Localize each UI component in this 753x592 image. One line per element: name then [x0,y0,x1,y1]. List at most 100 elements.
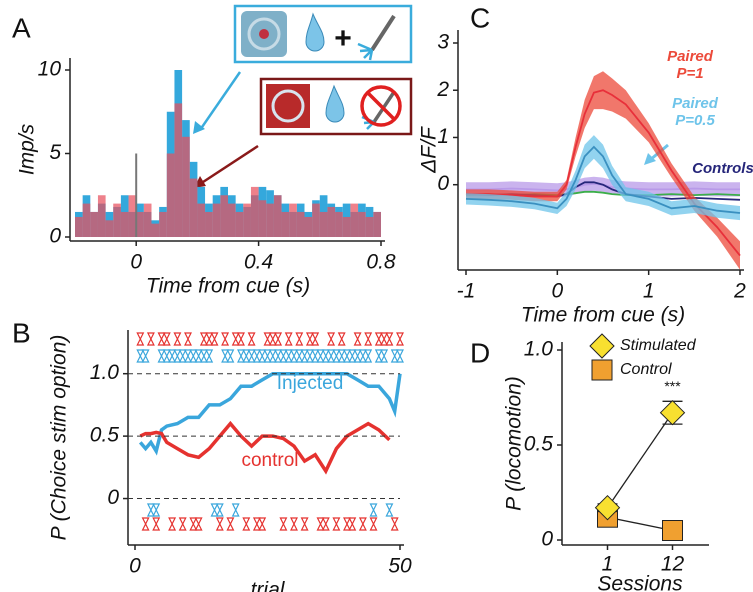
raster-mark [252,517,261,531]
raster-mark [316,349,325,363]
bar [113,203,121,237]
bar [120,211,129,237]
x-tick-label: 12 [661,553,685,576]
bar [335,211,343,237]
bar [189,178,198,237]
raster-mark [364,332,373,346]
raster-mark [258,349,267,363]
line [465,145,741,214]
raster-mark [279,517,288,531]
raster-mark [162,349,171,363]
raster-mark [231,503,240,517]
x-tick-label: 0 [130,251,142,274]
raster-mark [284,332,293,346]
line [606,412,674,509]
series-label: control [241,450,299,471]
raster-mark [321,349,330,363]
bar [273,195,282,237]
raster-mark [210,503,219,517]
raster-mark [369,517,378,531]
raster-mark [199,332,208,346]
bar [358,211,366,237]
x-tick-label: 0.8 [366,251,396,274]
error-band [466,135,740,221]
raster-mark [274,349,283,363]
raster-mark [157,332,166,346]
bar [296,211,305,237]
raster-mark [173,349,182,363]
raster-mark [337,332,346,346]
raster-mark [396,332,404,346]
raster-mark [321,517,330,531]
raster-mark [189,349,198,363]
bar [105,220,114,237]
raster-mark [343,517,351,531]
y-tick-label: 0 [107,486,119,509]
raster-mark [348,517,357,531]
bar [304,216,313,237]
y-tick-label: 0 [541,528,553,551]
raster-mark [184,332,192,346]
x-tick-label: 0 [551,280,563,303]
bar [136,211,144,237]
arrow [198,71,242,131]
raster-mark [385,503,394,517]
x-tick-label: 2 [733,280,746,303]
y-tick-label: 0.5 [90,424,120,447]
raster-mark [316,517,325,531]
bar [373,211,381,237]
inset-paired [233,4,413,64]
raster-mark [348,349,357,363]
raster-mark [242,349,251,363]
bar [75,216,83,237]
raster-mark [141,517,150,531]
raster-mark [194,349,203,363]
raster-mark [247,349,256,363]
raster-mark [343,349,351,363]
raster-mark [332,517,341,531]
raster-mark [305,332,314,346]
raster-mark [364,349,373,363]
series-label: Paired P=0.5 [672,95,718,129]
bar [235,211,244,237]
y-tick-label: 0 [49,225,61,248]
raster-mark [205,349,214,363]
y-axis-label: Imp/s [16,123,39,175]
x-tick-label: 0 [129,555,141,578]
raster-mark [327,349,336,363]
raster-mark [168,517,177,531]
line [466,89,741,257]
bar [174,103,183,238]
raster-mark [305,349,314,363]
line [466,182,740,192]
y-tick-label: 0.5 [524,433,554,456]
line [138,371,402,456]
raster-mark [311,349,320,363]
inset-unpaired [259,77,413,136]
bar [350,203,359,237]
raster-mark [390,517,399,531]
raster-mark [168,349,177,363]
panel-label: B [12,317,31,348]
bar [312,203,320,237]
raster-mark [221,349,230,363]
bar [342,216,351,237]
raster-mark [369,503,378,517]
bar [159,211,167,237]
raster-mark [162,332,171,346]
raster-mark [146,332,155,346]
raster-mark [199,349,208,363]
raster-mark [252,349,261,363]
raster-mark [237,332,245,346]
raster-mark [146,503,155,517]
bar [82,203,91,237]
bar [90,211,98,237]
raster-mark [215,517,224,531]
raster-mark [258,517,267,531]
raster-mark [231,332,240,346]
raster-mark [300,349,309,363]
point [662,520,683,541]
bar [166,153,175,237]
raster-mark [300,517,309,531]
